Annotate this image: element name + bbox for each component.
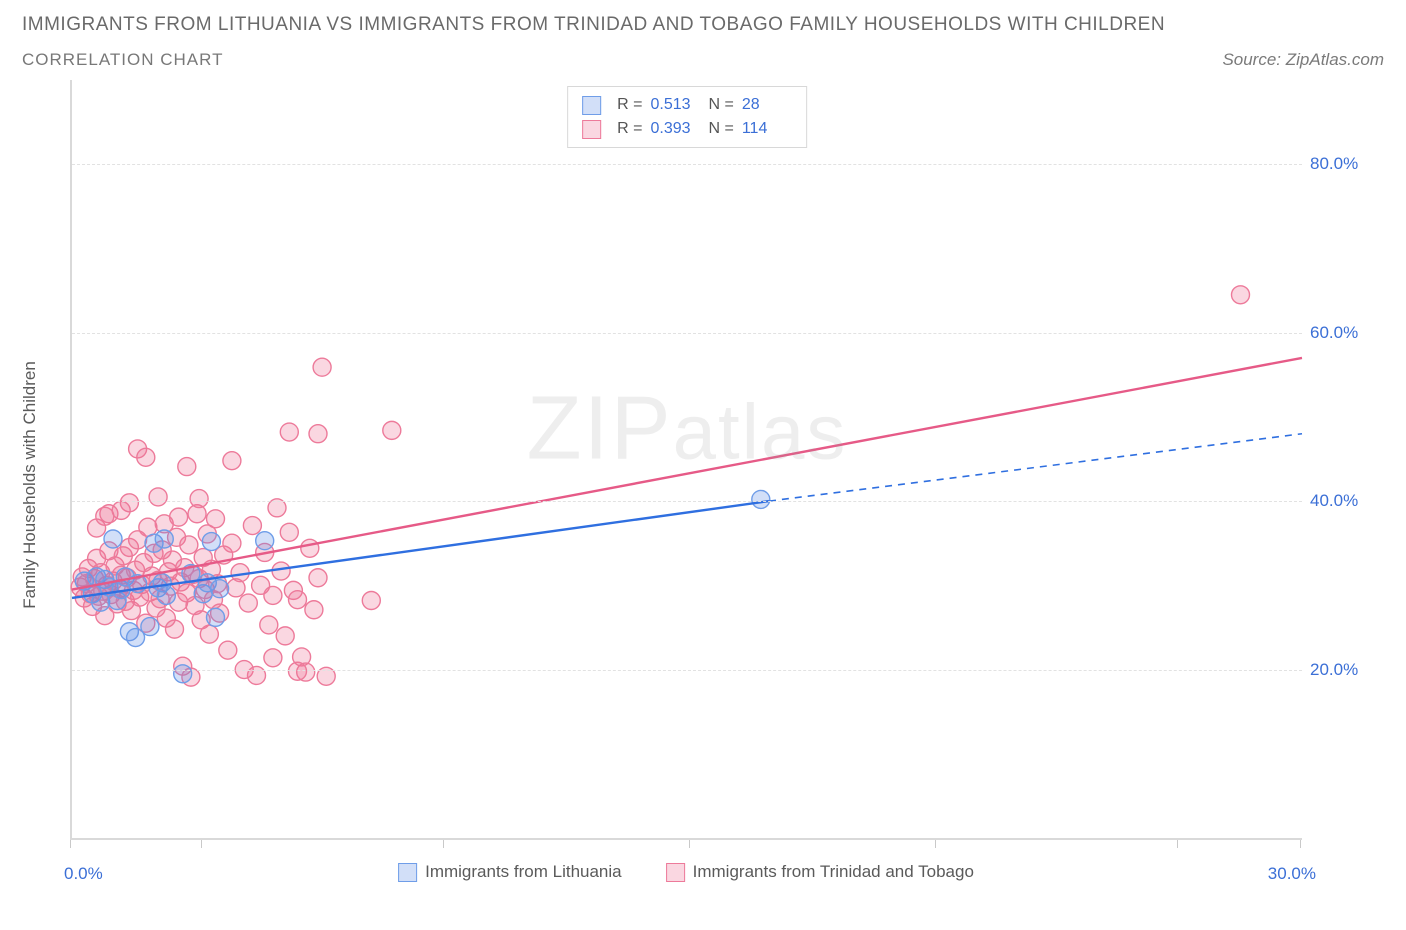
y-tick-label: 60.0% [1310,323,1358,343]
chart-area: R = 0.513 N = 28 R = 0.393 N = 114 ZIPat… [70,80,1302,840]
stats-legend: R = 0.513 N = 28 R = 0.393 N = 114 [567,86,807,148]
x-max-label: 30.0% [1268,864,1316,884]
x-min-label: 0.0% [64,864,103,884]
source-label: Source: ZipAtlas.com [1222,50,1384,70]
chart-subtitle: CORRELATION CHART [22,50,224,70]
correlation-plot: Family Households with Children R = 0.51… [22,80,1382,890]
y-tick-label: 80.0% [1310,154,1358,174]
chart-svg [72,80,1302,838]
series-legend: Immigrants from Lithuania Immigrants fro… [398,862,974,882]
y-tick-label: 40.0% [1310,491,1358,511]
chart-title: IMMIGRANTS FROM LITHUANIA VS IMMIGRANTS … [22,14,1384,36]
y-axis-label: Family Households with Children [20,361,40,609]
y-tick-label: 20.0% [1310,660,1358,680]
